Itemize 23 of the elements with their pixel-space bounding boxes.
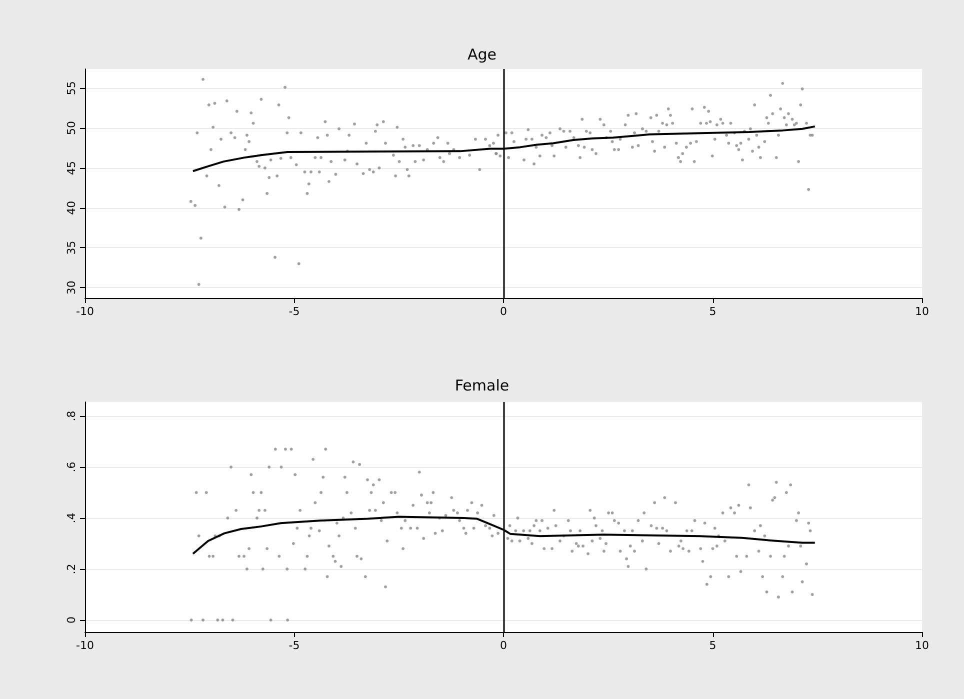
y-tick-label: 45 bbox=[65, 160, 78, 175]
y-tick-label: .2 bbox=[65, 564, 78, 574]
y-tick-label: 40 bbox=[65, 200, 78, 215]
x-tick-label: 5 bbox=[709, 639, 716, 652]
y-tick-label: .6 bbox=[65, 462, 78, 472]
y-tick-label: .4 bbox=[65, 512, 78, 524]
x-tick-label: 0 bbox=[500, 305, 507, 318]
chart-title: Age bbox=[467, 46, 497, 64]
x-tick-label: 10 bbox=[915, 305, 929, 318]
x-tick-label: 10 bbox=[915, 639, 929, 652]
x-tick-label: -10 bbox=[76, 305, 94, 318]
x-tick-label: -5 bbox=[288, 639, 300, 652]
x-tick-label: -10 bbox=[76, 639, 94, 652]
y-tick-label: 50 bbox=[65, 121, 78, 136]
chart-title: Female bbox=[454, 376, 510, 394]
y-tick-label: 55 bbox=[65, 81, 78, 96]
x-tick-label: 5 bbox=[709, 305, 716, 318]
x-tick-label: -5 bbox=[288, 305, 300, 318]
y-tick-label: 35 bbox=[65, 240, 78, 255]
y-tick-label: 0 bbox=[65, 616, 78, 624]
x-tick-label: 0 bbox=[500, 639, 507, 652]
y-tick-label: 30 bbox=[65, 280, 78, 295]
y-tick-label: .8 bbox=[65, 410, 78, 422]
